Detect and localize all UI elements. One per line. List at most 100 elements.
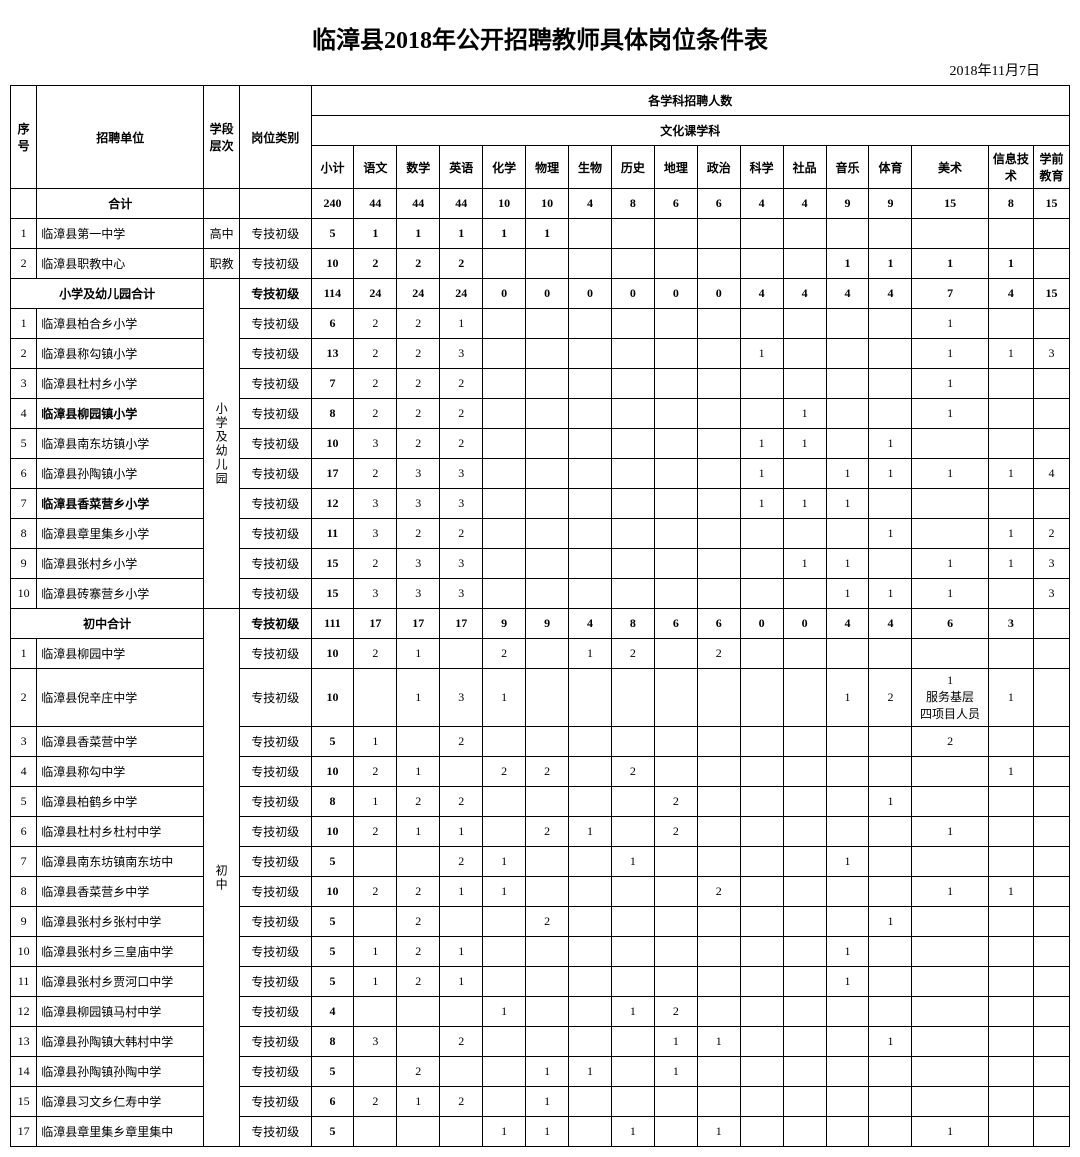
table-cell bbox=[611, 489, 654, 519]
table-cell bbox=[569, 249, 612, 279]
table-cell: 临漳县孙陶镇孙陶中学 bbox=[37, 1057, 204, 1087]
table-cell bbox=[740, 1057, 783, 1087]
table-cell bbox=[697, 669, 740, 727]
table-cell bbox=[697, 787, 740, 817]
table-cell bbox=[611, 669, 654, 727]
table-cell bbox=[569, 399, 612, 429]
table-cell bbox=[826, 399, 869, 429]
table-cell: 4 bbox=[11, 399, 37, 429]
table-cell bbox=[1034, 309, 1070, 339]
table-cell bbox=[611, 787, 654, 817]
table-cell bbox=[988, 727, 1033, 757]
table-cell bbox=[740, 877, 783, 907]
table-cell: 3 bbox=[1034, 549, 1070, 579]
table-cell: 专技初级 bbox=[239, 847, 311, 877]
table-row: 5临漳县柏鹤乡中学专技初级812221 bbox=[11, 787, 1070, 817]
table-cell: 专技初级 bbox=[239, 519, 311, 549]
table-cell bbox=[988, 429, 1033, 459]
table-cell bbox=[740, 847, 783, 877]
table-cell: 3 bbox=[397, 489, 440, 519]
table-cell: 6 bbox=[697, 609, 740, 639]
table-cell bbox=[1034, 1117, 1070, 1147]
table-cell: 2 bbox=[354, 309, 397, 339]
table-cell bbox=[912, 1087, 988, 1117]
table-cell: 临漳县杜村乡杜村中学 bbox=[37, 817, 204, 847]
table-cell: 2 bbox=[397, 309, 440, 339]
table-cell bbox=[526, 369, 569, 399]
table-cell bbox=[912, 757, 988, 787]
table-cell bbox=[697, 1057, 740, 1087]
table-row: 2临漳县称勾镇小学专技初级132231113 bbox=[11, 339, 1070, 369]
table-cell: 6 bbox=[311, 1087, 354, 1117]
table-cell bbox=[697, 817, 740, 847]
table-cell: 2 bbox=[354, 369, 397, 399]
table-cell bbox=[526, 787, 569, 817]
table-cell: 4 bbox=[869, 609, 912, 639]
table-cell: 3 bbox=[440, 459, 483, 489]
table-cell: 2 bbox=[526, 817, 569, 847]
table-cell: 3 bbox=[397, 579, 440, 609]
table-cell: 1 bbox=[826, 489, 869, 519]
table-cell: 10 bbox=[311, 817, 354, 847]
table-cell: 15 bbox=[311, 549, 354, 579]
table-cell bbox=[483, 1027, 526, 1057]
table-cell bbox=[569, 369, 612, 399]
table-row: 8临漳县香菜营乡中学专技初级102211211 bbox=[11, 877, 1070, 907]
table-cell bbox=[569, 757, 612, 787]
table-cell bbox=[1034, 669, 1070, 727]
table-cell bbox=[697, 249, 740, 279]
table-cell: 1 bbox=[526, 219, 569, 249]
table-cell bbox=[740, 727, 783, 757]
table-cell bbox=[826, 787, 869, 817]
table-cell bbox=[611, 579, 654, 609]
table-cell: 1 bbox=[440, 877, 483, 907]
table-cell: 职教 bbox=[204, 249, 240, 279]
table-cell: 2 bbox=[354, 1087, 397, 1117]
table-cell bbox=[912, 1057, 988, 1087]
table-cell bbox=[826, 369, 869, 399]
table-cell bbox=[988, 1057, 1033, 1087]
table-cell bbox=[654, 549, 697, 579]
table-cell bbox=[826, 1087, 869, 1117]
table-cell: 1 bbox=[912, 369, 988, 399]
table-cell: 7 bbox=[11, 847, 37, 877]
table-cell: 2 bbox=[440, 1027, 483, 1057]
table-cell: 9 bbox=[11, 549, 37, 579]
table-cell bbox=[1034, 249, 1070, 279]
hdr-biology: 生物 bbox=[569, 146, 612, 189]
table-cell bbox=[869, 489, 912, 519]
table-cell: 临漳县柏合乡小学 bbox=[37, 309, 204, 339]
table-cell bbox=[654, 1117, 697, 1147]
table-cell: 1 bbox=[912, 817, 988, 847]
table-cell: 4 bbox=[988, 279, 1033, 309]
table-row: 14临漳县孙陶镇孙陶中学专技初级52111 bbox=[11, 1057, 1070, 1087]
table-cell bbox=[354, 907, 397, 937]
table-row: 6临漳县杜村乡杜村中学专技初级102112121 bbox=[11, 817, 1070, 847]
table-row: 1临漳县柏合乡小学专技初级62211 bbox=[11, 309, 1070, 339]
table-cell bbox=[869, 877, 912, 907]
table-cell bbox=[826, 519, 869, 549]
table-cell: 1 bbox=[740, 459, 783, 489]
table-cell: 2 bbox=[397, 1057, 440, 1087]
table-cell: 1 bbox=[440, 817, 483, 847]
table-cell bbox=[1034, 489, 1070, 519]
table-cell: 4 bbox=[783, 279, 826, 309]
hdr-social: 社品 bbox=[783, 146, 826, 189]
table-cell bbox=[1034, 757, 1070, 787]
table-cell: 3 bbox=[397, 549, 440, 579]
table-cell: 临漳县香菜营乡小学 bbox=[37, 489, 204, 519]
table-cell: 专技初级 bbox=[239, 549, 311, 579]
table-cell bbox=[569, 1087, 612, 1117]
table-cell bbox=[569, 489, 612, 519]
table-cell: 8 bbox=[611, 189, 654, 219]
table-cell bbox=[697, 459, 740, 489]
table-cell: 1 bbox=[697, 1027, 740, 1057]
table-cell bbox=[483, 727, 526, 757]
table-cell: 15 bbox=[11, 1087, 37, 1117]
table-cell bbox=[912, 937, 988, 967]
table-cell bbox=[483, 309, 526, 339]
table-cell bbox=[611, 369, 654, 399]
table-cell bbox=[611, 249, 654, 279]
table-cell: 2 bbox=[440, 399, 483, 429]
table-cell: 2 bbox=[11, 669, 37, 727]
